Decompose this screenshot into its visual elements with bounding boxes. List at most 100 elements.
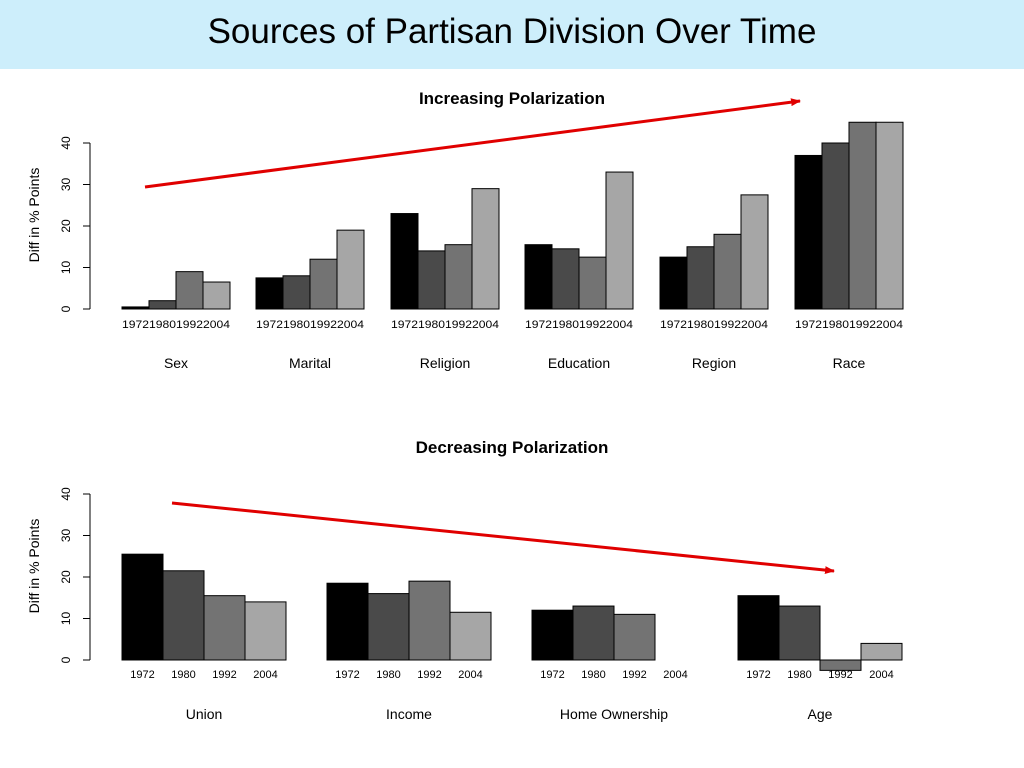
bars: 1972 1980 1992 2004 Union 1972 1980 1992 2004 Inc… <box>121 553 903 722</box>
x-tick-label: 2004 <box>458 669 482 681</box>
x-tick-label: 1980 <box>687 319 714 331</box>
group-label: Union <box>186 706 223 722</box>
y-tick-label: 0 <box>59 305 73 312</box>
bar <box>326 582 369 661</box>
y-axis: 0 10 20 30 40 <box>59 136 91 312</box>
x-tick-label: 2004 <box>606 319 633 331</box>
y-tick-label: 20 <box>59 570 73 584</box>
bar <box>613 613 656 661</box>
group-label: Income <box>386 706 432 722</box>
bar <box>659 256 688 310</box>
bar <box>336 229 365 310</box>
bar-group: 1972 1980 1992 2004 Education <box>524 171 634 371</box>
group-label: Race <box>833 355 866 371</box>
bar <box>740 194 769 310</box>
bar <box>524 244 553 310</box>
bar-group: 1972 1980 1992 2004 Region <box>659 194 769 371</box>
bar <box>605 171 634 310</box>
x-tick-label: 1980 <box>376 669 400 681</box>
x-tick-label: 2004 <box>663 669 687 681</box>
bar-group: 1972 1980 1992 2004 Income <box>326 580 492 722</box>
bar-group: 1972 1980 1992 2004 Marital <box>255 229 365 371</box>
x-tick-label: 1972 <box>795 319 822 331</box>
y-tick-label: 0 <box>59 656 73 663</box>
x-tick-label: 1980 <box>552 319 579 331</box>
bar <box>572 605 615 661</box>
x-tick-label: 1972 <box>391 319 418 331</box>
x-tick-label: 1980 <box>581 669 605 681</box>
x-tick-label: 2004 <box>869 669 893 681</box>
x-tick-label: 1992 <box>579 319 606 331</box>
x-tick-label: 1972 <box>122 319 149 331</box>
x-tick-label: 1980 <box>418 319 445 331</box>
x-tick-label: 1992 <box>417 669 441 681</box>
bar-group: 1972 1980 1992 2004 Religion <box>390 188 500 371</box>
y-tick-label: 40 <box>59 487 73 501</box>
y-tick-label: 30 <box>59 529 73 543</box>
x-tick-label: 1980 <box>822 319 849 331</box>
bar <box>875 121 904 310</box>
y-tick-label: 10 <box>59 261 73 275</box>
y-axis-label: Diff in % Points <box>26 168 42 263</box>
bar <box>848 121 877 310</box>
x-tick-label: 1980 <box>283 319 310 331</box>
group-label: Region <box>692 355 736 371</box>
x-tick-label: 1972 <box>540 669 564 681</box>
polarization-figure: Increasing Polarization 0 10 20 30 40 Diff i… <box>26 89 904 722</box>
y-tick-label: 40 <box>59 136 73 150</box>
x-tick-label: 1972 <box>335 669 359 681</box>
trend-arrow <box>171 501 835 575</box>
x-tick-label: 1972 <box>525 319 552 331</box>
bar-group: 1972 1980 1992 2004 Union <box>121 553 287 722</box>
bar <box>148 300 177 310</box>
x-tick-label: 2004 <box>253 669 277 681</box>
bar <box>737 595 780 661</box>
group-label: Religion <box>420 355 471 371</box>
x-tick-label: 1992 <box>828 669 852 681</box>
bar <box>551 248 580 310</box>
bar <box>713 233 742 310</box>
x-tick-label: 1972 <box>130 669 154 681</box>
x-tick-label: 1980 <box>149 319 176 331</box>
decreasing-polarization-chart: Decreasing Polarization 0 10 20 30 40 Diff i… <box>26 438 903 722</box>
bar <box>408 580 451 661</box>
bar <box>121 553 164 661</box>
bar <box>778 605 821 661</box>
y-tick-label: 10 <box>59 612 73 626</box>
bar <box>860 642 903 661</box>
bar <box>367 593 410 661</box>
bar <box>202 281 231 310</box>
x-tick-label: 1992 <box>212 669 236 681</box>
x-tick-label: 2004 <box>876 319 903 331</box>
bar <box>282 275 311 310</box>
y-axis-label: Diff in % Points <box>26 519 42 614</box>
bar <box>578 256 607 310</box>
bar <box>686 246 715 310</box>
increasing-polarization-chart: Increasing Polarization 0 10 20 30 40 Diff i… <box>26 89 904 371</box>
bar <box>794 154 823 310</box>
x-tick-label: 2004 <box>741 319 768 331</box>
y-axis: 0 10 20 30 40 <box>59 487 91 663</box>
trend-arrow <box>144 98 801 189</box>
group-label: Home Ownership <box>560 706 668 722</box>
x-tick-label: 1992 <box>310 319 337 331</box>
bar <box>444 244 473 310</box>
x-tick-label: 1972 <box>746 669 770 681</box>
x-tick-label: 1980 <box>171 669 195 681</box>
group-label: Education <box>548 355 610 371</box>
x-tick-label: 1980 <box>787 669 811 681</box>
group-label: Sex <box>164 355 188 371</box>
x-tick-label: 1992 <box>849 319 876 331</box>
bar <box>819 659 862 671</box>
bar <box>175 271 204 310</box>
bar <box>390 213 419 310</box>
x-tick-label: 1992 <box>714 319 741 331</box>
bar <box>309 258 338 310</box>
x-tick-label: 1992 <box>445 319 472 331</box>
bar <box>531 609 574 661</box>
bar-group: 1972 1980 1992 2004 Age <box>737 595 903 722</box>
chart-title: Decreasing Polarization <box>416 438 609 457</box>
bar <box>162 570 205 661</box>
slide-title-bar: Sources of Partisan Division Over Time <box>0 0 1024 69</box>
